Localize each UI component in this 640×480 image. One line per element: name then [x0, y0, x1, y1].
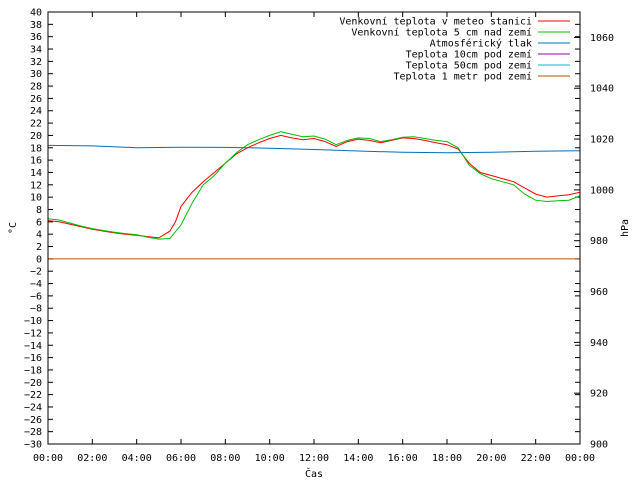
y2-tick-label: 1060: [590, 33, 614, 44]
y-tick-label: −4: [30, 279, 42, 290]
y-tick-label: 8: [36, 205, 42, 216]
y-tick-label: 28: [30, 82, 42, 93]
y-tick-label: −22: [24, 390, 42, 401]
y-tick-label: 34: [30, 45, 42, 56]
x-tick-label: 00:00: [33, 453, 63, 464]
legend-label: Teplota 10cm pod zemí: [406, 49, 532, 61]
y-tick-label: 24: [30, 106, 42, 117]
series-line: [47, 131, 581, 240]
x-tick-label: 00:00: [565, 453, 595, 464]
y-tick-label: −24: [24, 402, 42, 413]
y-tick-label: 10: [30, 193, 42, 204]
plot-frame: [47, 11, 581, 445]
x-tick-label: 16:00: [388, 453, 418, 464]
y-tick-label: −8: [30, 304, 42, 315]
y-tick-label: −20: [24, 378, 42, 389]
y-tick-label: 40: [30, 8, 42, 19]
legend-label: Venkovní teplota 5 cm nad zemí: [351, 27, 532, 39]
y-tick-label: −26: [24, 415, 42, 426]
series-lines: [47, 131, 581, 260]
y-tick-label: −28: [24, 427, 42, 438]
y-tick-label: 26: [30, 94, 42, 105]
y-tick-label: 16: [30, 156, 42, 167]
y-tick-label: 6: [36, 217, 42, 228]
x-tick-label: 02:00: [77, 453, 107, 464]
x-tick-label: 14:00: [343, 453, 373, 464]
y2-tick-label: 1040: [590, 84, 614, 95]
legend-label: Teplota 50cm pod zemí: [406, 60, 532, 72]
y-tick-label: 14: [30, 168, 42, 179]
y-axis-label: °C: [8, 222, 19, 234]
y-tick-label: 22: [30, 119, 42, 130]
x-tick-label: 22:00: [521, 453, 551, 464]
legend-label: Venkovní teplota v meteo stanici: [339, 16, 532, 28]
y-tick-label: 12: [30, 180, 42, 191]
x-axis-label: Čas: [305, 467, 323, 480]
y-tick-label: −2: [30, 267, 42, 278]
y2-tick-label: 1000: [590, 185, 614, 196]
legend-label: Teplota 1 metr pod zemí: [394, 71, 532, 83]
y2-tick-label: 940: [590, 338, 608, 349]
y-tick-label: −18: [24, 365, 42, 376]
y-tick-label: 36: [30, 32, 42, 43]
y2-tick-label: 980: [590, 236, 608, 247]
legend-label: Atmosférický tlak: [430, 38, 532, 50]
y2-axis-label: hPa: [620, 219, 631, 237]
y-tick-label: 4: [36, 230, 42, 241]
y-tick-label: −16: [24, 353, 42, 364]
y-tick-label: −12: [24, 328, 42, 339]
y-tick-label: 2: [36, 242, 42, 253]
y-tick-label: −6: [30, 291, 42, 302]
y-tick-label: 38: [30, 20, 42, 31]
y-tick-label: −14: [24, 341, 42, 352]
y2-tick-label: 900: [590, 440, 608, 451]
x-tick-label: 10:00: [255, 453, 285, 464]
x-tick-label: 20:00: [476, 453, 506, 464]
x-tick-label: 04:00: [122, 453, 152, 464]
y2-tick-label: 920: [590, 389, 608, 400]
series-line: [47, 144, 581, 154]
axis-ticks: −30−28−26−24−22−20−18−16−14−12−10−8−6−4−…: [24, 8, 614, 465]
y-tick-label: 0: [36, 254, 42, 265]
x-tick-label: 08:00: [210, 453, 240, 464]
y-tick-label: 20: [30, 131, 42, 142]
legend: Venkovní teplota v meteo staniciVenkovní…: [339, 16, 570, 83]
y-tick-label: −30: [24, 440, 42, 451]
x-tick-label: 06:00: [166, 453, 196, 464]
y-tick-label: 30: [30, 69, 42, 80]
y2-tick-label: 960: [590, 287, 608, 298]
y-tick-label: −10: [24, 316, 42, 327]
y-tick-label: 18: [30, 143, 42, 154]
y-tick-label: 32: [30, 57, 42, 68]
series-line: [47, 134, 581, 239]
x-tick-label: 18:00: [432, 453, 462, 464]
y2-tick-label: 1020: [590, 135, 614, 146]
x-tick-label: 12:00: [299, 453, 329, 464]
